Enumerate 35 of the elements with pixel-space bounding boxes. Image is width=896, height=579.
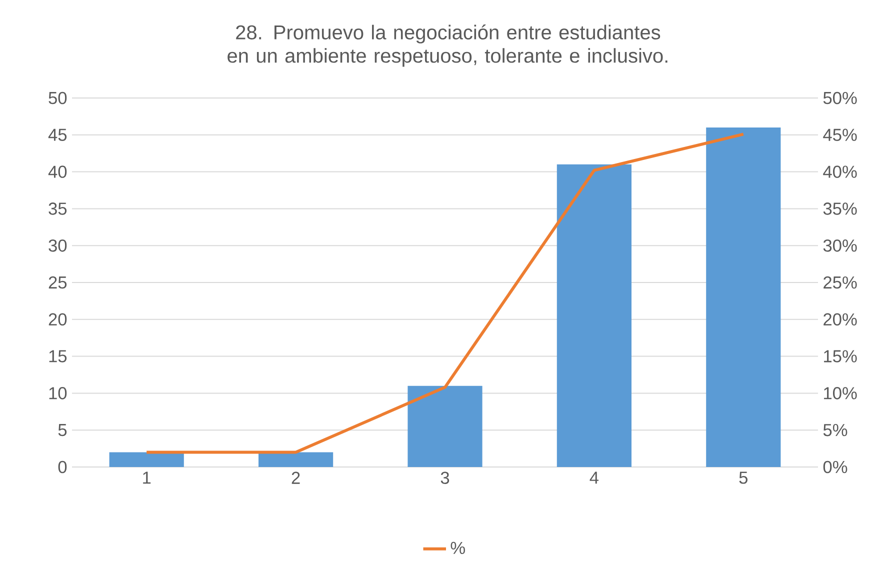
bar: [258, 452, 334, 467]
y-tick-label: 35: [48, 202, 67, 215]
x-tick-label: 2: [292, 472, 300, 484]
bar: [556, 164, 632, 467]
y-tick-label: 0: [58, 460, 67, 474]
y-tick-label: 40: [48, 166, 67, 178]
y2-tick-label: 10%: [824, 387, 857, 400]
y-tick-label: 5: [58, 424, 67, 436]
y-tick-label: 15: [49, 350, 67, 362]
y2-tick-label: 50%: [823, 92, 857, 104]
y2-tick-label: 30%: [823, 239, 857, 252]
y2-tick-label: 40%: [823, 166, 857, 178]
x-tick-label: 5: [739, 472, 748, 484]
y-tick-label: 50: [48, 92, 67, 104]
y2-tick-label: 20%: [824, 313, 857, 326]
y-tick-label: 25: [48, 276, 67, 289]
x-tick-label: 3: [440, 472, 450, 484]
y2-tick-label: 5%: [823, 424, 848, 436]
y2-tick-label: 15%: [824, 350, 857, 362]
line-series: [145, 132, 745, 454]
y-tick-label: 45: [48, 128, 67, 141]
y2-tick-label: 35%: [823, 202, 857, 215]
chart-title: 28. Promuevo la negociación entre estudiantes en un ambiente respetuoso, tolerante e inclusivo.: [228, 24, 668, 67]
y-tick-label: 20: [48, 313, 67, 326]
bar: [706, 128, 781, 467]
bar: [109, 452, 184, 467]
y2-tick-label: 25%: [824, 276, 857, 289]
x-tick-label: 1: [143, 472, 151, 484]
x-tick-label: 4: [590, 472, 599, 484]
y2-tick-label: 45%: [823, 128, 857, 141]
y-tick-label: 30: [48, 239, 67, 252]
y-tick-label: 10: [49, 387, 67, 400]
bar: [408, 386, 482, 467]
legend-label: %: [450, 542, 465, 554]
y2-tick-label: 0%: [823, 460, 848, 474]
